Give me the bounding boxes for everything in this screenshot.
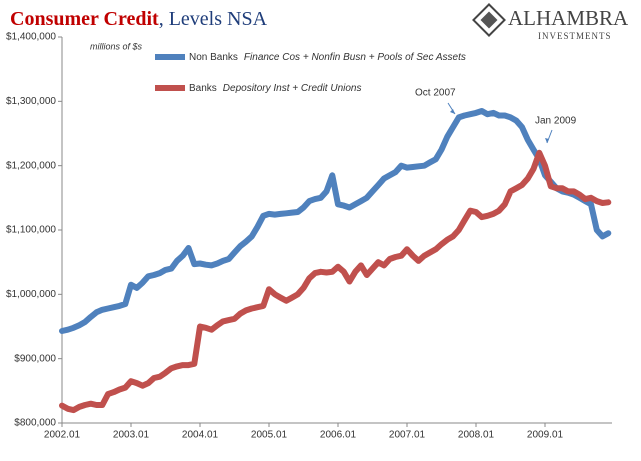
x-tick-label: 2004.01 [182,430,219,441]
title-suffix: , Levels NSA [159,8,268,30]
y-tick-label: $1,300,000 [6,96,56,107]
x-tick-label: 2005.01 [251,430,288,441]
annotation-arrowhead [450,109,455,114]
annotation: Jan 2009 [535,116,577,127]
series-line [59,108,612,334]
legend-description: Finance Cos + Nonfin Busn + Pools of Sec… [244,52,466,63]
legend-item: Non Banks Finance Cos + Nonfin Busn + Poo… [155,52,466,63]
logo-mark [472,3,506,37]
y-tick-label: $1,400,000 [6,32,56,43]
legend-name: Banks [189,83,217,94]
logo-sub: INVESTMENTS [538,31,612,41]
annotation-arrowhead [545,138,549,143]
y-tick-label: $1,200,000 [6,160,56,171]
title-main: Consumer Credit [10,8,159,30]
x-tick-label: 2009.01 [527,430,564,441]
logo-mark-inner [480,11,498,29]
series-line [59,149,612,414]
y-tick-label: $1,100,000 [6,225,56,236]
y-tick-label: $1,000,000 [6,289,56,300]
x-tick-label: 2003.01 [113,430,150,441]
y-tick-label: $900,000 [14,353,56,364]
y-tick-label: $800,000 [14,418,56,429]
annotation: Oct 2007 [415,88,456,99]
x-tick-label: 2002.01 [44,430,81,441]
legend-item: Banks Depository Inst + Credit Unions [155,83,361,94]
x-tick-label: 2007.01 [389,430,426,441]
chart-title: Consumer Credit, Levels NSA [10,8,268,30]
unit-label: millions of $s [90,41,143,51]
legend-label: Banks Depository Inst + Credit Unions [189,83,361,94]
logo-name: ALHAMBRA [508,6,629,30]
legend-label: Non Banks Finance Cos + Nonfin Busn + Poo… [189,52,466,63]
x-tick-label: 2006.01 [320,430,357,441]
legend-description: Depository Inst + Credit Unions [223,83,362,94]
x-tick-label: 2008.01 [458,430,495,441]
legend-name: Non Banks [189,52,238,63]
logo: ALHAMBRA INVESTMENTS [472,3,629,41]
